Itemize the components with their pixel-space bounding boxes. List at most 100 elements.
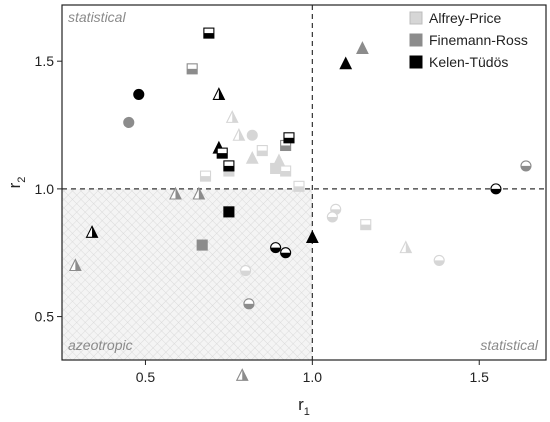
marker-half-fill bbox=[330, 209, 341, 215]
data-point bbox=[256, 145, 268, 157]
data-point bbox=[199, 170, 212, 182]
legend-label: Kelen-Tüdös bbox=[429, 54, 508, 70]
marker-outline bbox=[216, 147, 228, 159]
y-tick-label: 0.5 bbox=[35, 309, 55, 325]
data-point bbox=[232, 128, 246, 141]
marker-outline bbox=[356, 41, 369, 54]
data-point bbox=[223, 160, 235, 172]
data-point bbox=[240, 265, 252, 277]
data-point bbox=[212, 87, 226, 100]
marker-fill bbox=[197, 240, 208, 251]
x-axis-title: r1 bbox=[298, 395, 310, 418]
data-point bbox=[68, 258, 82, 272]
marker-outline bbox=[235, 368, 249, 381]
data-point bbox=[356, 41, 369, 54]
marker-half-fill bbox=[490, 188, 501, 194]
marker-outline bbox=[326, 211, 338, 223]
marker-fill bbox=[356, 42, 368, 54]
marker-half-fill bbox=[187, 68, 198, 74]
marker-outline bbox=[360, 219, 372, 231]
legend-swatch bbox=[409, 33, 423, 47]
marker-outline bbox=[270, 242, 282, 254]
marker-half-fill bbox=[217, 153, 228, 159]
marker-outline bbox=[169, 186, 182, 200]
x-axis-title-main: r bbox=[298, 395, 304, 414]
marker-half-fill bbox=[434, 260, 445, 266]
marker-fill bbox=[123, 117, 134, 128]
marker-outline bbox=[293, 180, 305, 192]
marker-outline bbox=[243, 298, 255, 310]
data-point bbox=[490, 183, 502, 195]
data-point bbox=[433, 254, 445, 266]
marker-half-fill bbox=[360, 224, 371, 230]
marker-outline bbox=[133, 88, 145, 100]
x-tick-label: 1.5 bbox=[470, 369, 490, 385]
series-2 bbox=[68, 41, 532, 381]
data-point bbox=[246, 129, 258, 141]
marker-outline bbox=[305, 230, 319, 243]
marker-outline bbox=[280, 247, 292, 259]
data-point bbox=[293, 180, 305, 192]
legend-swatch bbox=[409, 11, 423, 25]
region-label-top-left: statistical bbox=[68, 9, 126, 25]
x-tick-label: 1.0 bbox=[303, 369, 323, 385]
y-axis-title-main: r bbox=[5, 182, 24, 188]
marker-outline bbox=[186, 63, 198, 75]
marker-outline bbox=[123, 116, 135, 129]
marker-outline bbox=[245, 151, 259, 164]
marker-outline bbox=[225, 110, 239, 123]
marker-half-fill bbox=[280, 171, 291, 177]
marker-half-fill bbox=[283, 137, 294, 143]
marker-fill bbox=[306, 231, 318, 243]
data-point bbox=[225, 110, 239, 123]
marker-outline bbox=[232, 128, 246, 141]
marker-outline bbox=[240, 265, 252, 277]
marker-half-fill bbox=[223, 171, 234, 177]
data-point bbox=[339, 56, 353, 70]
legend-label: Alfrey-Price bbox=[429, 10, 502, 26]
marker-half-fill bbox=[243, 303, 254, 309]
x-tick-label: 0.5 bbox=[136, 369, 156, 385]
marker-fill bbox=[223, 206, 234, 217]
marker-outline bbox=[223, 160, 235, 172]
marker-fill bbox=[273, 154, 285, 166]
marker-outline bbox=[85, 225, 99, 238]
data-point bbox=[283, 132, 295, 144]
data-point bbox=[223, 206, 235, 218]
marker-half-fill bbox=[280, 252, 291, 258]
marker-half-fill bbox=[520, 165, 531, 171]
y-tick-label: 1.0 bbox=[35, 181, 55, 197]
marker-fill bbox=[246, 152, 258, 164]
marker-outline bbox=[223, 206, 235, 218]
data-point bbox=[123, 116, 135, 129]
marker-half-fill bbox=[257, 150, 268, 156]
data-point bbox=[235, 368, 249, 381]
marker-outline bbox=[192, 186, 206, 200]
marker-outline bbox=[280, 165, 292, 177]
region-label-bottom-left: azeotropic bbox=[68, 337, 133, 353]
marker-half-fill bbox=[223, 165, 234, 171]
marker-fill bbox=[247, 130, 258, 141]
marker-outline bbox=[199, 170, 212, 182]
data-point bbox=[520, 160, 532, 172]
marker-outline bbox=[212, 87, 226, 100]
y-tick-label: 1.5 bbox=[35, 53, 55, 69]
marker-outline bbox=[399, 240, 413, 254]
data-point bbox=[399, 240, 413, 254]
data-point bbox=[243, 298, 255, 310]
data-point bbox=[133, 88, 145, 100]
marker-half-fill bbox=[203, 33, 214, 39]
series-3 bbox=[85, 27, 502, 259]
data-point bbox=[203, 27, 215, 39]
marker-fill bbox=[340, 57, 352, 69]
marker-half-fill bbox=[240, 270, 251, 276]
marker-outline bbox=[433, 254, 445, 266]
plot-frame bbox=[61, 4, 547, 361]
marker-outline bbox=[203, 27, 215, 39]
marker-half-fill bbox=[270, 247, 281, 253]
marker-outline bbox=[196, 239, 208, 251]
y-axis-title-sub: 2 bbox=[16, 177, 28, 183]
data-point bbox=[169, 186, 182, 200]
data-point bbox=[186, 63, 198, 75]
